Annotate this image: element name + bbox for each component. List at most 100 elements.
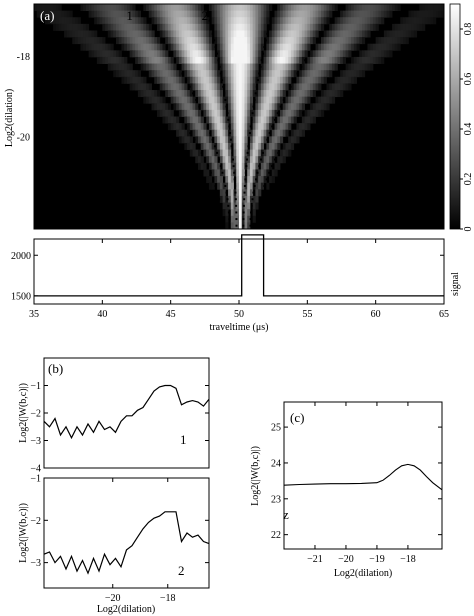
heatmap-cell bbox=[236, 149, 240, 157]
ridge-dot bbox=[171, 105, 174, 108]
ridge-dot bbox=[286, 92, 289, 95]
heatmap-cell bbox=[219, 96, 223, 104]
ridge-dot bbox=[213, 39, 216, 42]
heatmap-cell bbox=[252, 43, 256, 51]
heatmap-cell bbox=[348, 17, 352, 25]
heatmap-cell bbox=[239, 162, 243, 170]
heatmap-cell bbox=[219, 109, 223, 117]
heatmap-cell bbox=[422, 23, 426, 31]
y-axis-label-b1: Log2(|W(b,c)|) bbox=[18, 383, 29, 443]
heatmap-cell bbox=[255, 142, 259, 150]
heatmap-cell bbox=[375, 43, 379, 51]
ridge-dot bbox=[130, 59, 133, 62]
heatmap-cell bbox=[91, 10, 95, 18]
heatmap-cell bbox=[252, 70, 256, 78]
heatmap-cell bbox=[304, 17, 308, 25]
heatmap-cell bbox=[290, 90, 295, 98]
heatmap-cell bbox=[403, 37, 407, 45]
heatmap-cell bbox=[269, 176, 273, 184]
heatmap-cell bbox=[260, 123, 264, 131]
heatmap-cell bbox=[165, 103, 169, 111]
heatmap-cell bbox=[367, 17, 371, 25]
heatmap-cell bbox=[239, 63, 243, 71]
heatmap-cell bbox=[315, 56, 319, 64]
ridge-dot bbox=[264, 145, 267, 148]
heatmap-cell bbox=[255, 50, 259, 58]
heatmap-cell bbox=[129, 30, 133, 38]
heatmap-cell bbox=[255, 149, 259, 157]
heatmap-cell bbox=[372, 50, 377, 58]
heatmap-cell bbox=[165, 63, 169, 71]
heatmap-cell bbox=[370, 43, 374, 51]
heatmap-cell bbox=[372, 43, 377, 51]
heatmap-cell bbox=[299, 4, 303, 12]
heatmap-cell bbox=[36, 4, 40, 12]
ridge-dot bbox=[209, 132, 212, 135]
heatmap-cell bbox=[189, 123, 193, 131]
heatmap-cell bbox=[222, 109, 226, 117]
heatmap-cell bbox=[64, 17, 68, 25]
heatmap-cell bbox=[321, 63, 325, 71]
heatmap-cell bbox=[277, 17, 281, 25]
ridge-dot bbox=[157, 32, 160, 35]
heatmap-cell bbox=[241, 30, 245, 38]
heatmap-cell bbox=[405, 17, 409, 25]
heatmap-cell bbox=[239, 142, 243, 150]
ridge-dot bbox=[204, 158, 207, 161]
heatmap-cell bbox=[124, 30, 128, 38]
heatmap-cell bbox=[208, 103, 213, 111]
heatmap-cell bbox=[299, 83, 303, 91]
heatmap-cell bbox=[146, 43, 150, 51]
heatmap-cell bbox=[422, 10, 426, 18]
heatmap-cell bbox=[126, 30, 131, 38]
heatmap-cell bbox=[247, 109, 251, 117]
heatmap-cell bbox=[181, 37, 185, 45]
heatmap-cell bbox=[280, 83, 284, 91]
heatmap-cell bbox=[228, 103, 232, 111]
heatmap-cell bbox=[419, 4, 423, 12]
heatmap-cell bbox=[394, 4, 398, 12]
heatmap-cell bbox=[219, 83, 223, 91]
heatmap-cell bbox=[189, 136, 193, 144]
heatmap-cell bbox=[118, 50, 122, 58]
heatmap-cell bbox=[318, 83, 322, 91]
heatmap-cell bbox=[239, 4, 243, 12]
heatmap-cell bbox=[113, 50, 117, 58]
heatmap-cell bbox=[230, 116, 234, 124]
heatmap-cell bbox=[102, 56, 106, 64]
heatmap-cell bbox=[290, 142, 295, 150]
heatmap-cell bbox=[236, 116, 240, 124]
heatmap-cell bbox=[151, 96, 155, 104]
heatmap-cell bbox=[296, 136, 300, 144]
heatmap-cell bbox=[200, 23, 204, 31]
heatmap-cell bbox=[258, 23, 262, 31]
heatmap-cell bbox=[342, 37, 346, 45]
heatmap-cell bbox=[247, 76, 251, 84]
heatmap-cell bbox=[184, 96, 188, 104]
heatmap-cell bbox=[326, 4, 330, 12]
heatmap-cell bbox=[219, 142, 223, 150]
heatmap-cell bbox=[236, 202, 240, 210]
ridge-dot bbox=[232, 158, 235, 161]
heatmap-cell bbox=[269, 63, 273, 71]
heatmap-cell bbox=[296, 63, 300, 71]
heatmap-cell bbox=[255, 162, 259, 170]
heatmap-cell bbox=[255, 4, 259, 12]
heatmap-cell bbox=[154, 90, 158, 98]
heatmap-cell bbox=[113, 23, 117, 31]
colorbar-tick-label: 0.4 bbox=[463, 123, 474, 136]
heatmap-cell bbox=[148, 43, 152, 51]
heatmap-cell bbox=[285, 103, 289, 111]
heatmap-cell bbox=[113, 70, 117, 78]
b1-curve bbox=[43, 384, 210, 440]
heatmap-cell bbox=[293, 17, 297, 25]
ridge-dot bbox=[292, 79, 295, 82]
heatmap-cell bbox=[271, 176, 275, 184]
y-tick-label: −4 bbox=[30, 464, 41, 475]
heatmap-cell bbox=[75, 37, 79, 45]
heatmap-cell bbox=[64, 10, 68, 18]
heatmap-cell bbox=[178, 136, 182, 144]
heatmap-cell bbox=[181, 23, 185, 31]
heatmap-cell bbox=[241, 43, 245, 51]
heatmap-cell bbox=[329, 83, 333, 91]
